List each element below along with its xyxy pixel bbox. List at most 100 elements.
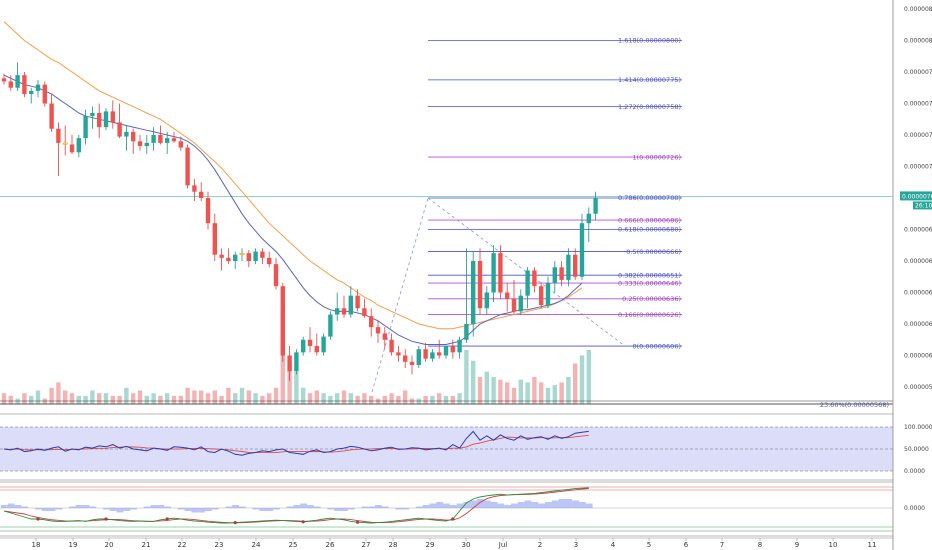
macd-histogram-bar <box>422 505 430 508</box>
candle-body <box>273 264 279 287</box>
volume-bar <box>539 382 544 404</box>
macd-histogram-bar <box>7 503 15 508</box>
macd-histogram-bar <box>504 505 511 508</box>
candle-body <box>491 253 496 293</box>
macd-histogram-bar <box>300 503 307 508</box>
macd-histogram-bar <box>157 505 165 508</box>
candle-body <box>314 346 319 353</box>
macd-histogram-bar <box>524 500 532 508</box>
macd-histogram-bar <box>517 502 525 508</box>
candle-body <box>403 355 408 362</box>
stoch-cross-marker <box>104 517 108 521</box>
price-tick-label: 0.00000740 <box>904 132 932 139</box>
macd-histogram-bar <box>1 505 8 508</box>
volume-bar <box>185 387 190 404</box>
volume-bar <box>430 395 435 404</box>
volume-bar <box>511 387 517 404</box>
volume-bar <box>586 350 591 404</box>
macd-histogram-bar <box>545 502 552 508</box>
stoch-cross-marker <box>233 521 237 525</box>
volume-bar <box>151 393 156 404</box>
stoch-cross-marker <box>36 517 40 521</box>
candle-body <box>423 349 428 359</box>
rsi-tick-label: 50.0000 <box>904 446 929 453</box>
volume-bar <box>559 382 564 404</box>
time-tick-label: Jul <box>498 541 508 549</box>
candle-body <box>335 308 340 315</box>
candle-body <box>518 295 523 312</box>
macd-histogram-bar <box>579 502 586 508</box>
volume-bar <box>389 393 394 404</box>
time-tick-label: 19 <box>69 541 78 549</box>
macd-histogram-bar <box>470 500 477 508</box>
volume-bar <box>491 377 496 404</box>
volume-bar <box>63 390 68 404</box>
volume-bar <box>8 395 13 404</box>
price-tick-label: 0.00000820 <box>904 6 932 13</box>
candle-body <box>253 251 258 261</box>
candle-body <box>430 352 435 359</box>
candle-body <box>226 257 231 261</box>
time-tick-label: 10 <box>829 541 838 549</box>
volume-bar <box>369 395 374 404</box>
candle-body <box>328 314 333 337</box>
macd-histogram-bar <box>150 505 158 508</box>
candle-body <box>103 111 109 128</box>
macd-histogram-bar <box>191 508 199 513</box>
volume-bar <box>362 393 367 404</box>
macd-histogram-bar <box>415 506 423 508</box>
volume-bar <box>124 387 129 404</box>
candle-body <box>396 352 401 356</box>
candle-body <box>158 135 163 143</box>
macd-histogram-bar <box>211 508 219 510</box>
macd-histogram-bar <box>48 508 56 511</box>
stoch-cross-marker <box>165 517 169 521</box>
volume-bar <box>171 395 177 404</box>
macd-histogram-bar <box>531 502 539 508</box>
candle-body <box>321 336 326 353</box>
volume-bar <box>423 395 428 404</box>
candle-body <box>280 286 285 356</box>
fib-level-label: 1.414(0.00000775) <box>618 76 681 84</box>
macd-histogram-bar <box>184 508 192 511</box>
volume-bar <box>226 387 231 404</box>
volume-bar <box>97 393 102 404</box>
macd-histogram-bar <box>572 500 579 508</box>
macd-histogram-bar <box>41 508 49 511</box>
candle-body <box>525 270 530 296</box>
macd-histogram-bar <box>103 508 110 510</box>
candle-body <box>294 352 299 372</box>
macd-histogram-bar <box>361 506 369 508</box>
candle-body <box>443 346 449 356</box>
time-tick-label: 21 <box>142 541 151 549</box>
macd-histogram-bar <box>429 503 437 508</box>
fib-level-label: 0(0.00000606) <box>633 342 682 350</box>
candle-body <box>573 254 578 277</box>
macd-histogram-bar <box>395 508 403 510</box>
candle-body <box>355 295 360 309</box>
volume-bar <box>131 393 136 404</box>
current-price-label: 0.00000701 <box>902 193 932 200</box>
time-tick-label: 4 <box>611 541 616 549</box>
candle-body <box>192 185 197 192</box>
time-tick-label: 30 <box>462 541 471 549</box>
candle-body <box>131 131 136 142</box>
macd-histogram-bar <box>55 508 63 510</box>
macd-histogram-bar <box>477 499 484 508</box>
candle-body <box>144 142 149 147</box>
candle-body <box>579 223 585 277</box>
candle-body <box>137 141 143 147</box>
volume-bar <box>532 377 537 404</box>
macd-histogram-bar <box>307 505 314 508</box>
macd-histogram-bar <box>551 500 559 508</box>
macd-histogram-bar <box>205 508 212 511</box>
volume-bar <box>307 393 313 404</box>
volume-bar <box>117 395 122 404</box>
macd-histogram-bar <box>511 503 518 508</box>
time-axis: 18 19 20 21 22 23 24 25 26 27 28 29 30 Jul 2 3 4 5 6 7 8 9 10 1… <box>0 537 893 549</box>
candle-body <box>35 84 41 91</box>
macd-histogram-bar <box>443 503 450 508</box>
candle-body <box>185 147 190 186</box>
